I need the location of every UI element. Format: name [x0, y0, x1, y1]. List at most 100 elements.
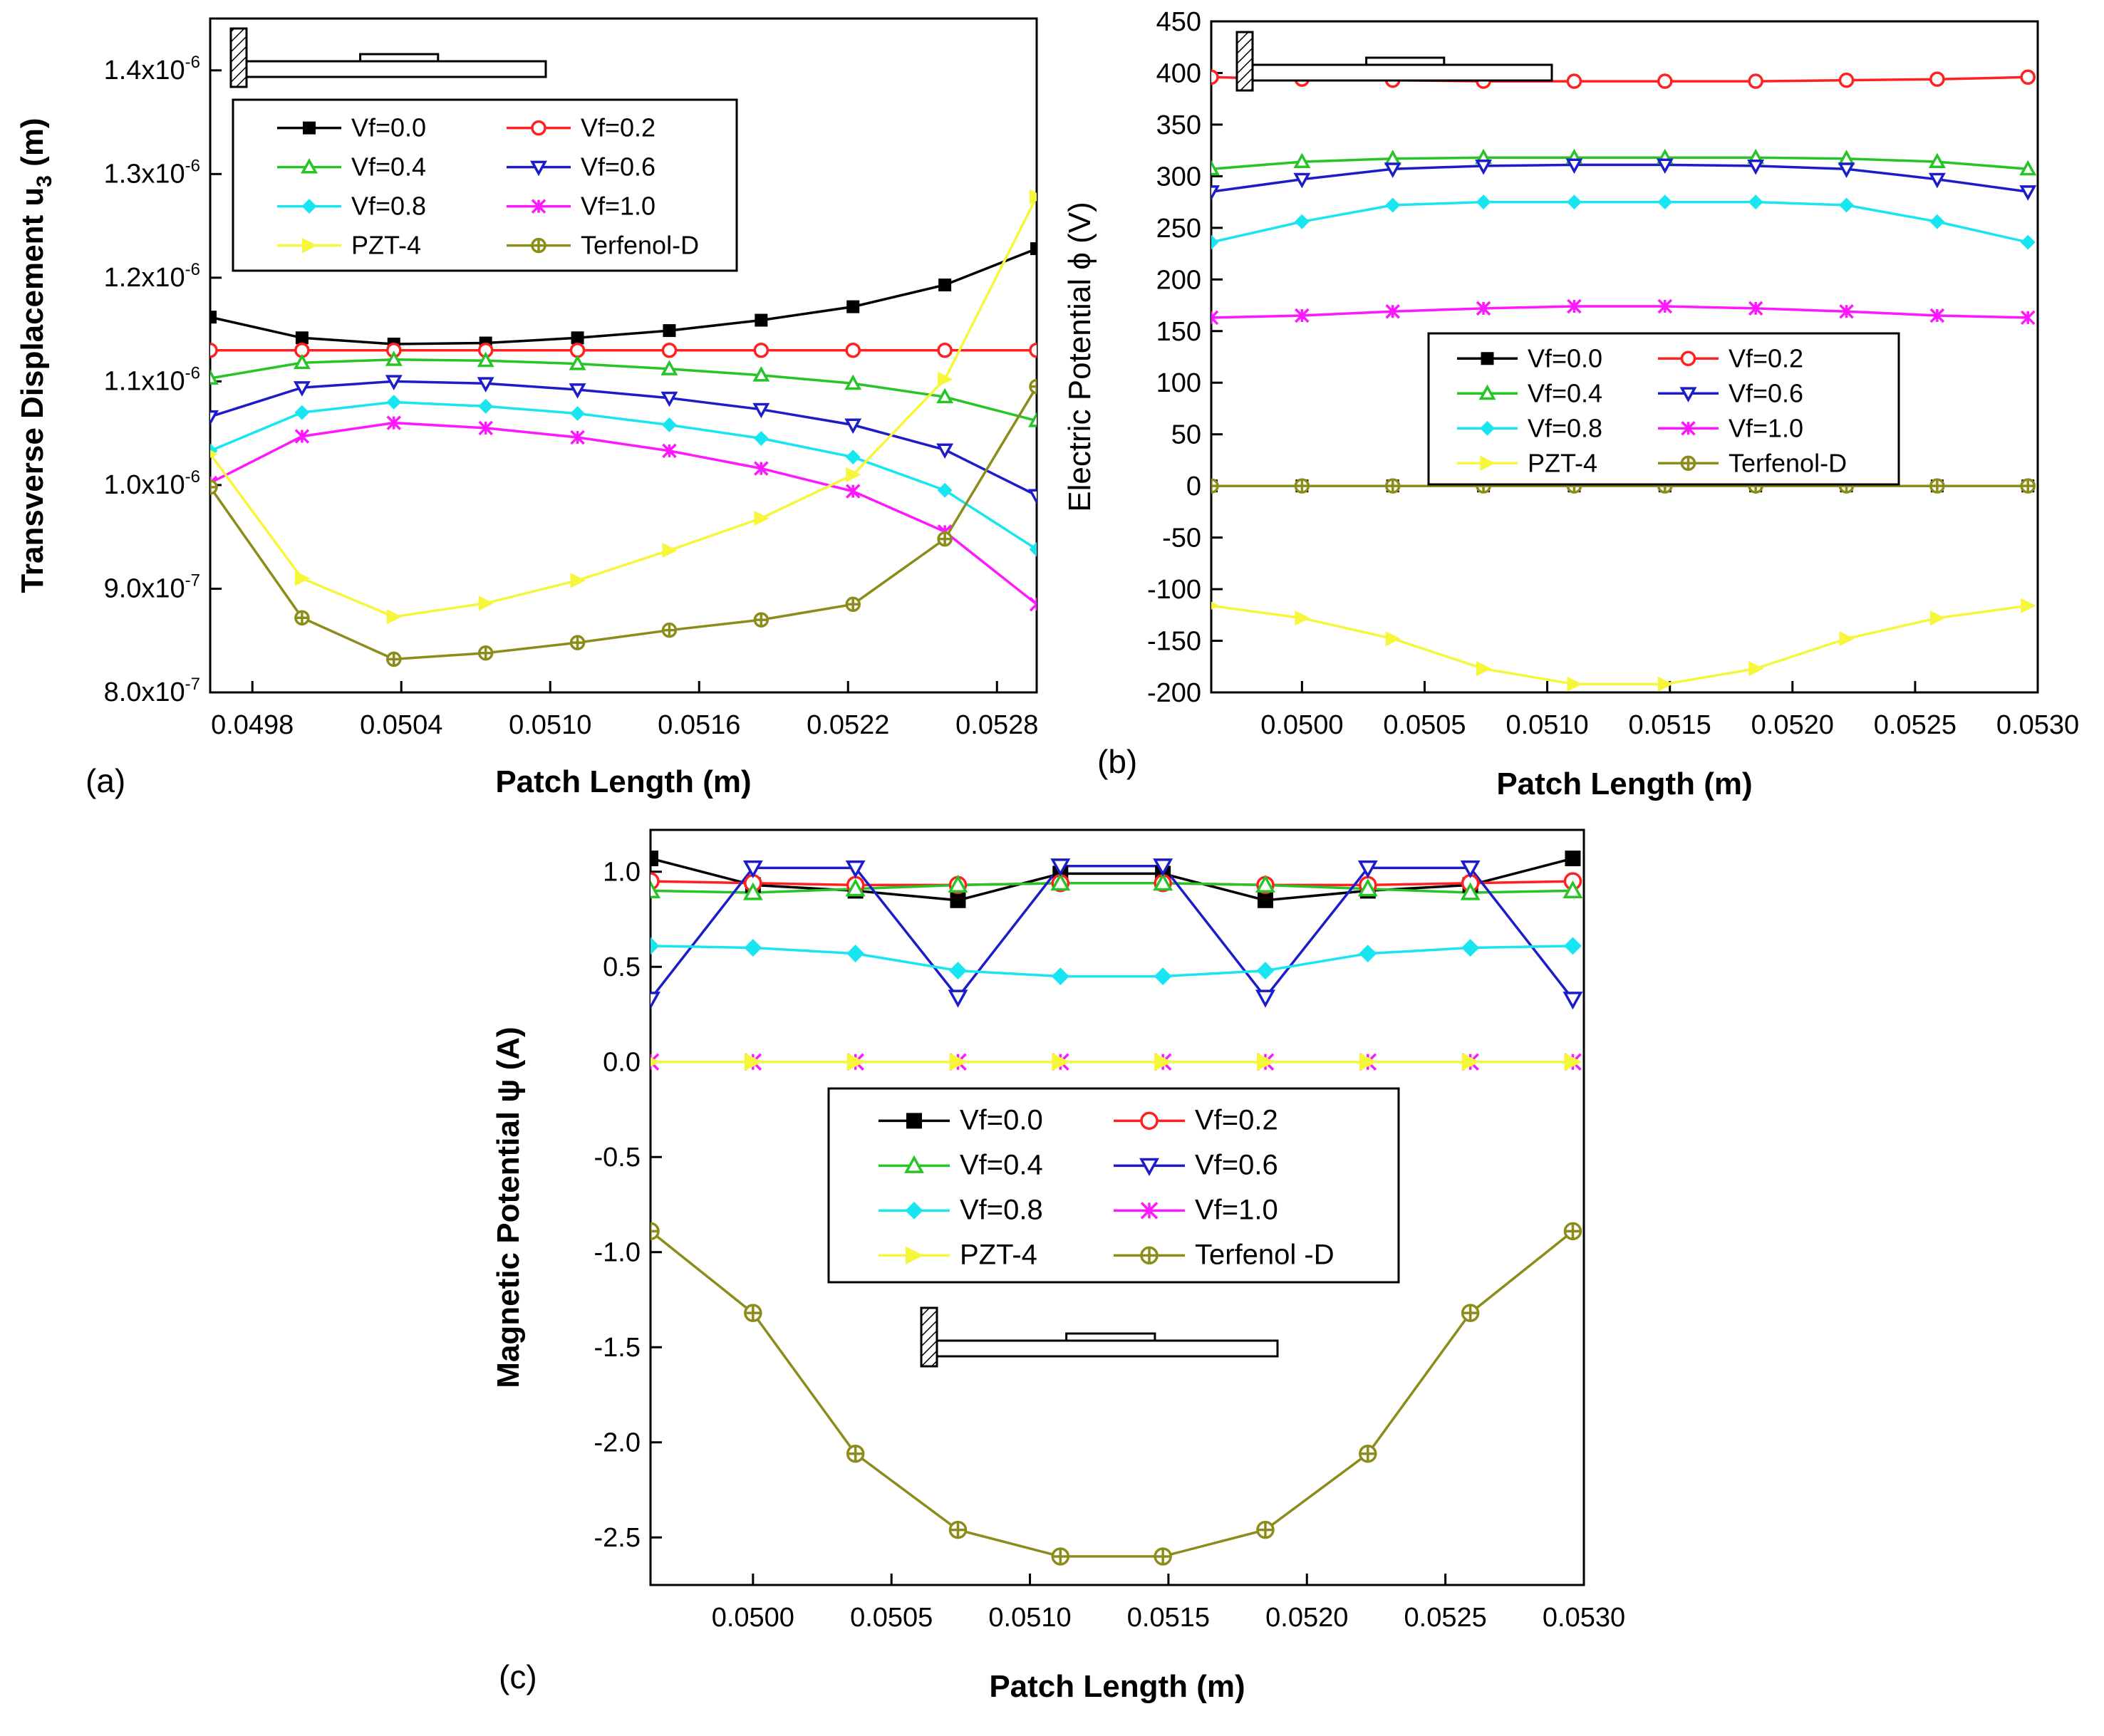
- series-line: [651, 1230, 1574, 1558]
- chart-panel-c: 0.0500 0.0505 0.0510 0.0515 0.0520 0.0525 0.05…: [491, 828, 1625, 1704]
- data-point: [1476, 301, 1491, 316]
- data-point: [210, 311, 217, 324]
- data-point: [2019, 160, 2037, 176]
- data-point: [1211, 478, 1219, 494]
- y-axis-label: Transverse Displacement u3 (m): [15, 118, 56, 593]
- data-point: [938, 371, 953, 388]
- x-tick-label: 0.0504: [360, 710, 442, 740]
- data-point: [948, 989, 968, 1008]
- data-point: [651, 851, 658, 867]
- data-point: [2021, 598, 2036, 613]
- legend-marker: [530, 160, 547, 177]
- data-point: [1748, 301, 1763, 316]
- data-point: [570, 406, 585, 421]
- data-point: [937, 482, 953, 498]
- y-tick-label: 450: [1156, 7, 1201, 37]
- y-tick-label: 1.3x10-6: [104, 156, 200, 189]
- data-point: [569, 342, 586, 358]
- data-point: [1839, 197, 1854, 213]
- data-point: [1052, 1053, 1070, 1071]
- data-point: [949, 962, 967, 979]
- data-point: [846, 945, 865, 962]
- x-tick-label: 0.0510: [988, 1603, 1071, 1633]
- y-tick-label: 150: [1156, 317, 1201, 347]
- data-point: [294, 571, 311, 586]
- data-point: [1294, 478, 1310, 494]
- panel-label: (c): [499, 1658, 537, 1695]
- data-point: [1295, 610, 1310, 626]
- data-point: [570, 573, 586, 588]
- data-point: [1567, 676, 1582, 692]
- data-point: [1928, 172, 1946, 189]
- data-point: [662, 443, 677, 459]
- y-tick-label: -50: [1162, 524, 1201, 553]
- data-point: [1656, 158, 1674, 175]
- legend-label: PZT-4: [351, 231, 421, 260]
- legend-label: Vf=0.4: [351, 152, 426, 182]
- data-point: [1657, 298, 1673, 314]
- legend-label: Vf=0.4: [960, 1149, 1043, 1180]
- data-point: [294, 405, 310, 420]
- series-line: [1211, 604, 2028, 686]
- data-point: [1563, 1222, 1582, 1241]
- data-point: [1257, 892, 1273, 908]
- data-point: [936, 443, 954, 459]
- data-point: [1564, 1053, 1582, 1071]
- legend-marker: [531, 199, 546, 214]
- data-point: [478, 420, 493, 436]
- y-tick-label: 1.2x10-6: [104, 260, 200, 293]
- legend-label: Vf=0.6: [1729, 378, 1803, 407]
- x-tick-label: 0.0520: [1265, 1603, 1348, 1633]
- legend-marker: [1680, 455, 1696, 472]
- data-point: [1748, 194, 1763, 210]
- data-point: [210, 369, 219, 385]
- legend-label: Vf=0.2: [581, 113, 655, 142]
- data-point: [662, 542, 678, 558]
- data-point: [1747, 159, 1765, 175]
- legend-marker: [1481, 352, 1494, 365]
- data-point: [1839, 303, 1854, 319]
- data-point: [571, 331, 584, 345]
- data-point: [742, 882, 763, 900]
- data-point: [1461, 939, 1480, 957]
- data-point: [1153, 858, 1173, 877]
- data-point: [1154, 1053, 1173, 1071]
- y-tick-label: 300: [1156, 162, 1201, 192]
- chart-panel-a: 0.0498 0.0504 0.0510 0.0516 0.0522 0.0528 8.0x…: [15, 17, 1038, 799]
- data-point: [569, 383, 586, 399]
- data-point: [1565, 851, 1581, 867]
- data-point: [1929, 71, 1945, 87]
- data-point: [1476, 661, 1492, 677]
- y-tick-label: 1.0: [603, 858, 641, 888]
- data-point: [1028, 412, 1037, 427]
- data-point: [1357, 878, 1378, 897]
- data-point: [1839, 631, 1855, 647]
- data-point: [1476, 194, 1491, 210]
- data-point: [651, 1222, 660, 1241]
- data-point: [1256, 962, 1275, 979]
- data-point: [846, 1053, 865, 1071]
- data-point: [1384, 150, 1401, 165]
- series-line: [651, 945, 1573, 978]
- y-tick-label: 50: [1171, 420, 1201, 450]
- data-point: [1657, 676, 1674, 692]
- legend-label: Terfenol-D: [581, 231, 699, 260]
- legend-marker: [301, 199, 317, 214]
- x-axis-label: Patch Length (m): [495, 764, 751, 799]
- data-point: [1565, 158, 1583, 175]
- series-line: [651, 882, 1573, 894]
- x-tick-label: 0.0498: [211, 710, 294, 740]
- x-tick-label: 0.0530: [1996, 710, 2079, 740]
- x-tick-label: 0.0505: [850, 1603, 933, 1633]
- legend-marker: [303, 121, 316, 135]
- data-point: [744, 1053, 763, 1071]
- series-line: [1211, 305, 2028, 319]
- legend: Vf=0.0 Vf=0.2 Vf=0.4 Vf=0.6 Vf=0.8 Vf=1.0 PZT-…: [827, 1087, 1400, 1284]
- data-point: [1293, 152, 1311, 169]
- data-point: [1029, 342, 1037, 358]
- data-point: [1748, 661, 1764, 677]
- data-point: [385, 375, 403, 390]
- data-point: [651, 937, 660, 955]
- data-point: [294, 429, 310, 444]
- data-point: [2020, 69, 2036, 85]
